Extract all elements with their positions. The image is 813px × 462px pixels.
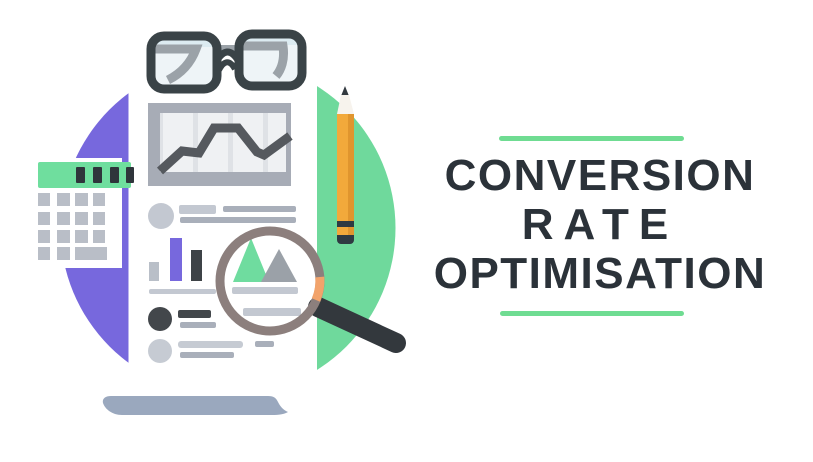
paper-sheet (102, 396, 288, 415)
magnifier-handle (308, 297, 406, 353)
title-line-3: OPTIMISATION (433, 249, 767, 298)
accent-line-bottom (500, 311, 684, 316)
magnifier-icon (215, 226, 406, 353)
cro-illustration (33, 29, 406, 415)
glasses-icon (146, 29, 307, 94)
pencil-icon (337, 86, 354, 244)
magnified-content (232, 238, 301, 316)
trend-line (156, 123, 293, 175)
green-triangle (233, 238, 269, 282)
accent-line-top (499, 136, 684, 141)
title-line-2: RATE (521, 200, 679, 249)
green-circle-segment (316, 85, 396, 371)
title-line-1: CONVERSION (444, 151, 756, 200)
bar-chart (149, 238, 216, 294)
document-rows (148, 203, 296, 363)
magnifier-glint (311, 276, 325, 302)
line-chart-card (148, 103, 293, 186)
calendar-icon (33, 158, 134, 268)
gray-triangle (261, 249, 297, 282)
page-title: CONVERSION RATE OPTIMISATION (403, 151, 797, 298)
